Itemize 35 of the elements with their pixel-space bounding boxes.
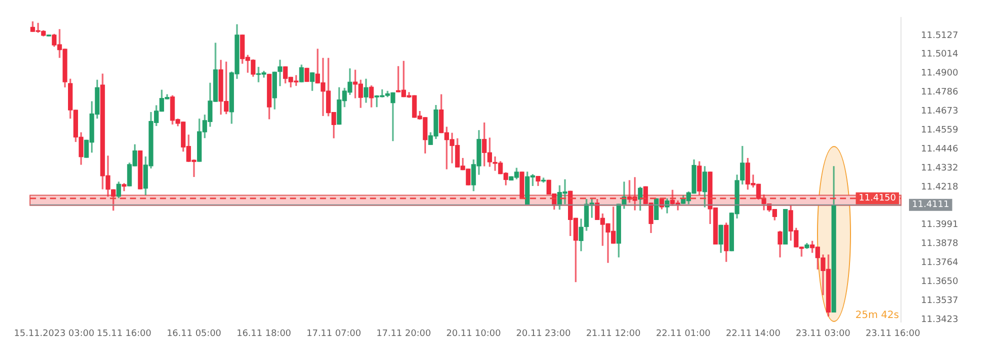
y-tick-label: 11.5014 [921, 50, 958, 60]
y-tick-label: 11.4900 [921, 68, 958, 79]
x-tick-label: 22.11 14:00 [726, 328, 781, 339]
x-tick-label: 20.11 10:00 [446, 328, 502, 339]
y-tick-label: 11.4332 [921, 163, 958, 174]
y-tick-label: 11.4673 [921, 106, 958, 116]
y-tick-label: 11.4218 [921, 182, 958, 192]
x-tick-label: 23.11 16:00 [866, 328, 920, 339]
y-tick-label: 11.3764 [921, 258, 958, 268]
y-tick-label: 11.4446 [921, 144, 958, 154]
y-tick-label: 11.3878 [921, 239, 958, 250]
x-tick-label: 17.11 07:00 [306, 328, 362, 339]
y-tick-label: 11.5127 [921, 30, 958, 41]
x-tick-label: 23.11 03:00 [796, 328, 851, 339]
x-tick-label: 15.11 16:00 [96, 328, 152, 339]
candlestick [304, 68, 310, 82]
y-tick-label: 11.3537 [921, 296, 958, 306]
y-tick-label: 11.3991 [921, 220, 958, 230]
x-tick-label: 16.11 18:00 [236, 328, 292, 339]
candlestick [783, 208, 788, 244]
x-tick-label: 21.11 12:00 [586, 328, 641, 339]
ref-line-label: 11.4150 [858, 194, 896, 204]
x-tick-label: 20.11 23:00 [516, 328, 572, 339]
x-tick-label: 16.11 05:00 [166, 328, 222, 339]
x-tick-label: 22.11 01:00 [656, 328, 711, 339]
x-tick-label: 17.11 20:00 [376, 328, 432, 339]
candlestick [520, 172, 524, 199]
ref-line-label: 11.4111 [912, 200, 950, 210]
y-tick-label: 11.3650 [921, 277, 958, 288]
y-tick-label: 11.3423 [921, 314, 958, 325]
candlestick [138, 150, 143, 190]
annotation: 25m 42s [855, 310, 899, 321]
x-tick-label: 15.11.2023 03:00 [14, 328, 95, 339]
y-tick-label: 11.4786 [921, 88, 958, 98]
y-tick-label: 11.4559 [921, 125, 958, 136]
